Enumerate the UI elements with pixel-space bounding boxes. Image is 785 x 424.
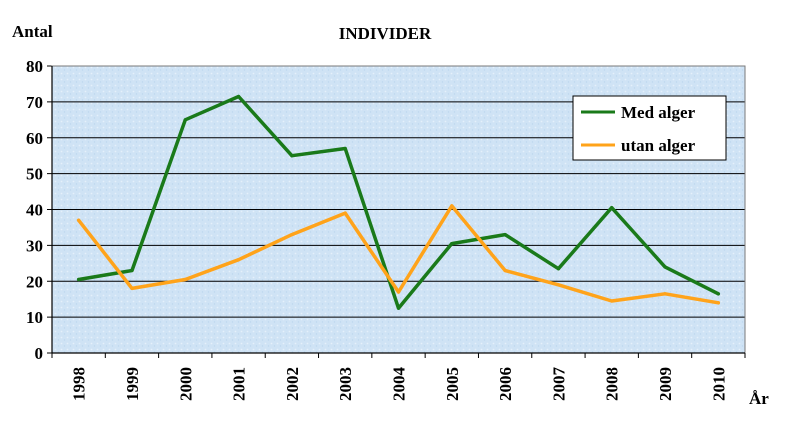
data-point-med-alger-1999: [130, 268, 134, 273]
x-tick-label-2005: 2005: [443, 367, 462, 401]
data-point-utan-alger-2002: [290, 233, 294, 237]
y-tick-label-70: 70: [26, 93, 43, 112]
x-tick-labels: 1998 1999 2000 2001 2002 2003 2004 2005 2006 2007…: [70, 367, 729, 402]
data-point-utan-alger-2001: [236, 258, 241, 262]
x-tick-label-2008: 2008: [603, 367, 622, 401]
data-point-med-alger-2003: [343, 146, 347, 151]
data-point-med-alger-2004: [396, 306, 401, 310]
data-point-utan-alger-1999: [130, 286, 134, 291]
x-tick-label-2000: 2000: [176, 367, 195, 401]
x-tick-label-2010: 2010: [709, 367, 728, 401]
data-point-utan-alger-1998: [77, 218, 81, 222]
data-point-med-alger-2005: [450, 241, 454, 246]
y-tick-label-10: 10: [26, 308, 43, 327]
x-tick-label-2003: 2003: [336, 367, 355, 401]
y-tick-label-50: 50: [26, 165, 43, 184]
data-point-utan-alger-2006: [503, 268, 507, 273]
data-point-utan-alger-2000: [183, 277, 187, 282]
x-tick-label-2007: 2007: [549, 367, 568, 402]
y-tick-label-80: 80: [26, 57, 43, 76]
data-point-med-alger-2002: [290, 154, 294, 158]
data-point-utan-alger-2010: [716, 301, 720, 305]
x-tick-label-2009: 2009: [656, 367, 675, 401]
y-tick-label-20: 20: [26, 272, 43, 291]
y-tick-label-40: 40: [26, 201, 43, 220]
y-tick-label-30: 30: [26, 236, 43, 255]
x-tick-label-2004: 2004: [390, 367, 409, 402]
legend-label-utan-alger: utan alger: [621, 136, 696, 155]
data-point-med-alger-2009: [663, 265, 667, 269]
axes: [51, 65, 746, 358]
y-tick-label-60: 60: [26, 129, 43, 148]
x-tick-label-2002: 2002: [283, 367, 302, 401]
legend-label-med-alger: Med alger: [621, 103, 696, 122]
y-tick-label-0: 0: [35, 344, 44, 363]
x-tick-label-1999: 1999: [123, 367, 142, 401]
data-point-utan-alger-2003: [343, 211, 347, 215]
y-axis-label: Antal: [12, 22, 53, 41]
data-point-med-alger-2006: [503, 233, 507, 237]
data-point-utan-alger-2008: [610, 299, 614, 303]
data-point-med-alger-2010: [716, 292, 720, 296]
data-point-utan-alger-2004: [396, 290, 401, 294]
data-point-utan-alger-2005: [450, 204, 454, 208]
x-tick-label-2001: 2001: [230, 367, 249, 401]
series-group: [76, 94, 721, 310]
data-point-med-alger-2000: [183, 118, 187, 122]
data-point-med-alger-2007: [556, 267, 561, 271]
data-point-utan-alger-2007: [556, 283, 561, 287]
data-point-med-alger-2001: [236, 94, 241, 99]
data-point-med-alger-2008: [610, 206, 614, 210]
x-tick-label-2006: 2006: [496, 367, 515, 401]
data-point-utan-alger-2009: [663, 292, 667, 296]
chart-title: INDIVIDER: [339, 24, 432, 43]
y-tick-labels: 0 10 20 30 40 50 60 70 80: [26, 57, 43, 363]
x-tick-label-1998: 1998: [70, 367, 89, 401]
legend-box: [572, 95, 727, 161]
legend: Med alger utan alger: [572, 95, 727, 161]
data-point-med-alger-1998: [77, 277, 81, 282]
x-axis-label: År: [749, 389, 769, 408]
